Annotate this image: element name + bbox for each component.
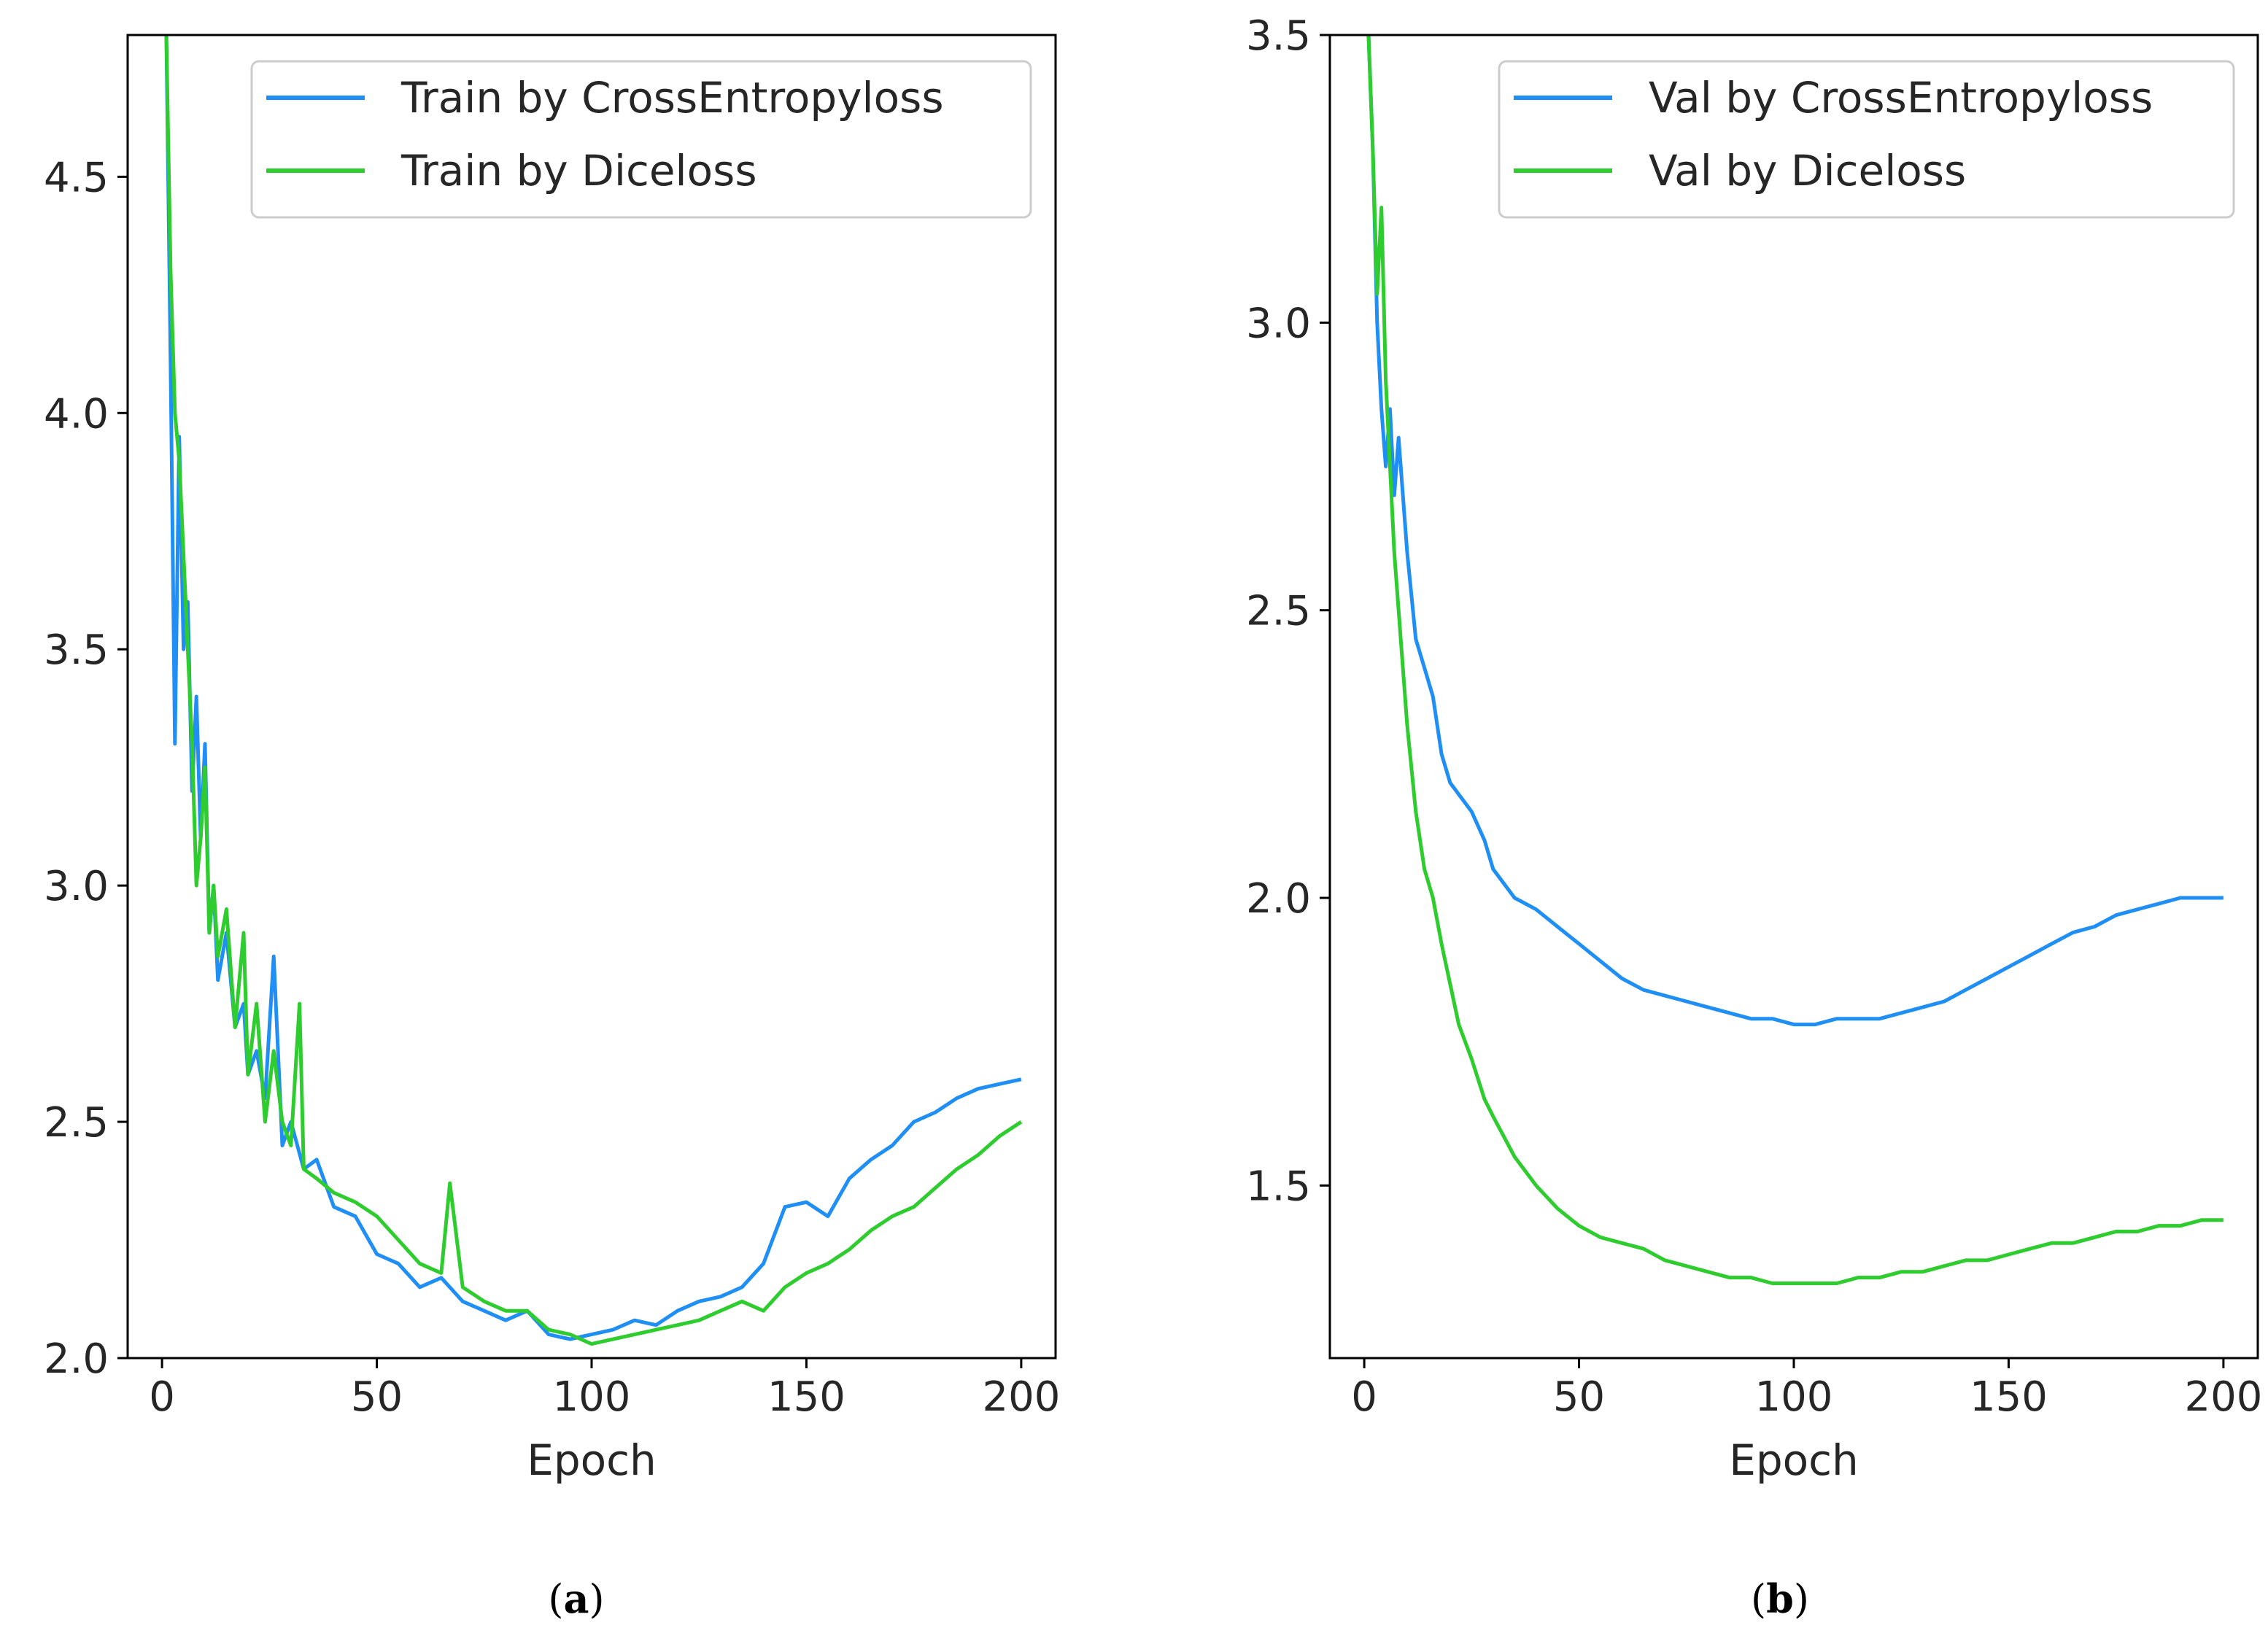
x-tick-label: 50: [1553, 1373, 1605, 1421]
y-tick-label: 4.0: [44, 390, 109, 438]
y-tick-label: 4.5: [44, 154, 109, 201]
caption-b-letter: b: [1766, 1575, 1794, 1622]
series-line-dice: [1366, 35, 2224, 1285]
x-tick-label: 200: [2184, 1373, 2262, 1421]
caption-b: (b): [1751, 1575, 1809, 1622]
y-tick-label: 3.5: [1246, 12, 1311, 60]
axes-frame: [1328, 34, 2259, 1360]
x-tick-label: 0: [1351, 1373, 1377, 1421]
y-tick-label: 2.5: [1246, 588, 1311, 635]
x-tick-label: 50: [351, 1373, 403, 1421]
legend-label: Train by Diceloss: [400, 146, 757, 195]
series-line-dice: [164, 35, 1023, 1346]
x-tick-label: 100: [553, 1373, 631, 1421]
legend-frame: [1498, 60, 2235, 219]
caption-a-letter: a: [563, 1575, 589, 1622]
legend: Val by CrossEntropyloss Val by Diceloss: [1498, 60, 2235, 219]
y-tick-label: 3.0: [1246, 300, 1311, 347]
x-axis-label: Epoch: [527, 1435, 657, 1485]
legend-label: Val by Diceloss: [1649, 146, 1966, 195]
y-tick-label: 3.0: [44, 863, 109, 910]
x-tick-label: 150: [1970, 1373, 2048, 1421]
x-tick-label: 200: [982, 1373, 1060, 1421]
series-line-crossentropy: [1366, 35, 2224, 1027]
legend-frame: [250, 60, 1032, 219]
panel-a: 0 50 100 150 200 2.0 2.5 3.0 3.5 4.0 4.5 Epoch Train…: [44, 34, 1060, 1485]
y-tick-label: 2.0: [44, 1335, 109, 1383]
y-tick-label: 3.5: [44, 627, 109, 674]
axes-frame: [126, 34, 1057, 1360]
y-tick-label: 2.0: [1246, 875, 1311, 923]
series-line-crossentropy: [164, 35, 1022, 1341]
y-tick-label: 2.5: [44, 1099, 109, 1147]
legend-label: Val by CrossEntropyloss: [1649, 73, 2153, 123]
x-axis-label: Epoch: [1729, 1435, 1859, 1485]
x-tick-label: 0: [149, 1373, 175, 1421]
caption-a: (a): [548, 1575, 605, 1622]
panel-b: 0 50 100 150 200 1.5 2.0 2.5 3.0 3.5 Epoch Val by C…: [1246, 12, 2262, 1485]
x-tick-label: 150: [767, 1373, 845, 1421]
legend-label: Train by CrossEntropyloss: [400, 73, 944, 123]
y-tick-label: 1.5: [1246, 1163, 1311, 1210]
x-tick-label: 100: [1755, 1373, 1833, 1421]
legend: Train by CrossEntropyloss Train by Dicelo…: [250, 60, 1032, 219]
